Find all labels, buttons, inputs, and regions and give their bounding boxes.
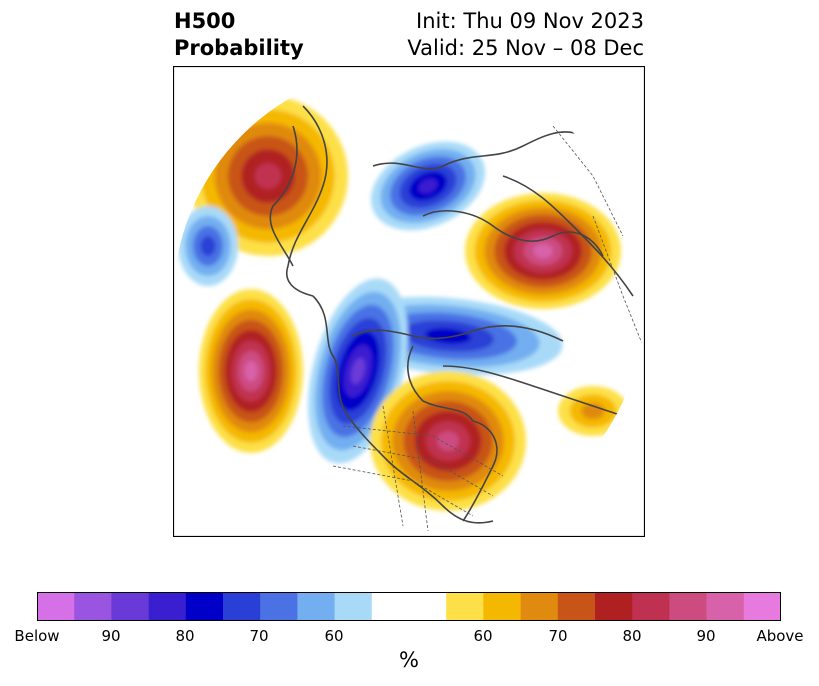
colorbar-cell-above-8 xyxy=(743,592,781,621)
anomaly-contour xyxy=(350,357,366,385)
anomaly-contour xyxy=(418,178,438,194)
anomaly-contour xyxy=(425,328,471,344)
borders xyxy=(332,125,644,532)
colorbar-cell-below-7 xyxy=(297,592,335,621)
anomaly-contour xyxy=(254,162,282,190)
coastlines xyxy=(269,105,634,524)
anomaly-below-2 xyxy=(178,206,238,286)
colorbar-cell-above-0 xyxy=(446,592,484,621)
colorbar-cell-above-4 xyxy=(595,592,633,621)
probability-map xyxy=(173,66,645,537)
title-init-date: Init: Thu 09 Nov 2023 xyxy=(416,9,644,33)
colorbar-tick-above-70: 70 xyxy=(548,627,568,645)
colorbar-cell-below-8 xyxy=(334,592,373,621)
anomaly-above-7 xyxy=(370,371,526,511)
colorbar xyxy=(37,592,781,621)
colorbar-tick-below-90: 90 xyxy=(101,627,121,645)
colorbar-tick-below-70: 70 xyxy=(249,627,269,645)
colorbar-cell-above-5 xyxy=(632,592,670,621)
colorbar-cell-below-0 xyxy=(37,592,75,621)
anomaly-contour xyxy=(200,236,216,256)
colorbar-tick-below-60: 60 xyxy=(324,627,344,645)
colorbar-cell-below-1 xyxy=(74,592,112,621)
colorbar-cell-above-6 xyxy=(669,592,707,621)
colorbar-cell-above-3 xyxy=(557,592,596,621)
colorbar-tick-above-80: 80 xyxy=(622,627,642,645)
colorbar-cell-above-1 xyxy=(483,592,521,621)
colorbar-cell-below-3 xyxy=(148,592,187,621)
anomaly-contour xyxy=(581,402,605,420)
anomaly-above-4 xyxy=(465,193,621,309)
title-product: Probability xyxy=(174,36,304,60)
anomaly-field xyxy=(173,66,645,537)
colorbar-cell-above-2 xyxy=(520,592,559,621)
colorbar-tick-below-80: 80 xyxy=(175,627,195,645)
title-valid-range: Valid: 25 Nov – 08 Dec xyxy=(407,36,644,60)
colorbar-cell-below-5 xyxy=(223,592,261,621)
anomaly-contour xyxy=(533,243,553,259)
colorbar-tick-below: Below xyxy=(14,627,60,645)
anomaly-contour xyxy=(436,431,460,451)
colorbar-tick-above: Above xyxy=(756,627,804,645)
colorbar-cell-neutral xyxy=(371,592,447,621)
colorbar-cell-below-6 xyxy=(260,592,298,621)
anomaly-above-1 xyxy=(199,289,303,453)
colorbar-tick-above-90: 90 xyxy=(696,627,716,645)
colorbar-unit: % xyxy=(399,648,419,672)
colorbar-tick-above-60: 60 xyxy=(473,627,493,645)
anomaly-above-8 xyxy=(558,386,628,436)
colorbar-cell-above-7 xyxy=(706,592,745,621)
anomaly-contour xyxy=(244,360,258,382)
title-variable: H500 xyxy=(174,9,236,33)
colorbar-cell-below-2 xyxy=(111,592,149,621)
colorbar-cell-below-4 xyxy=(185,592,224,621)
